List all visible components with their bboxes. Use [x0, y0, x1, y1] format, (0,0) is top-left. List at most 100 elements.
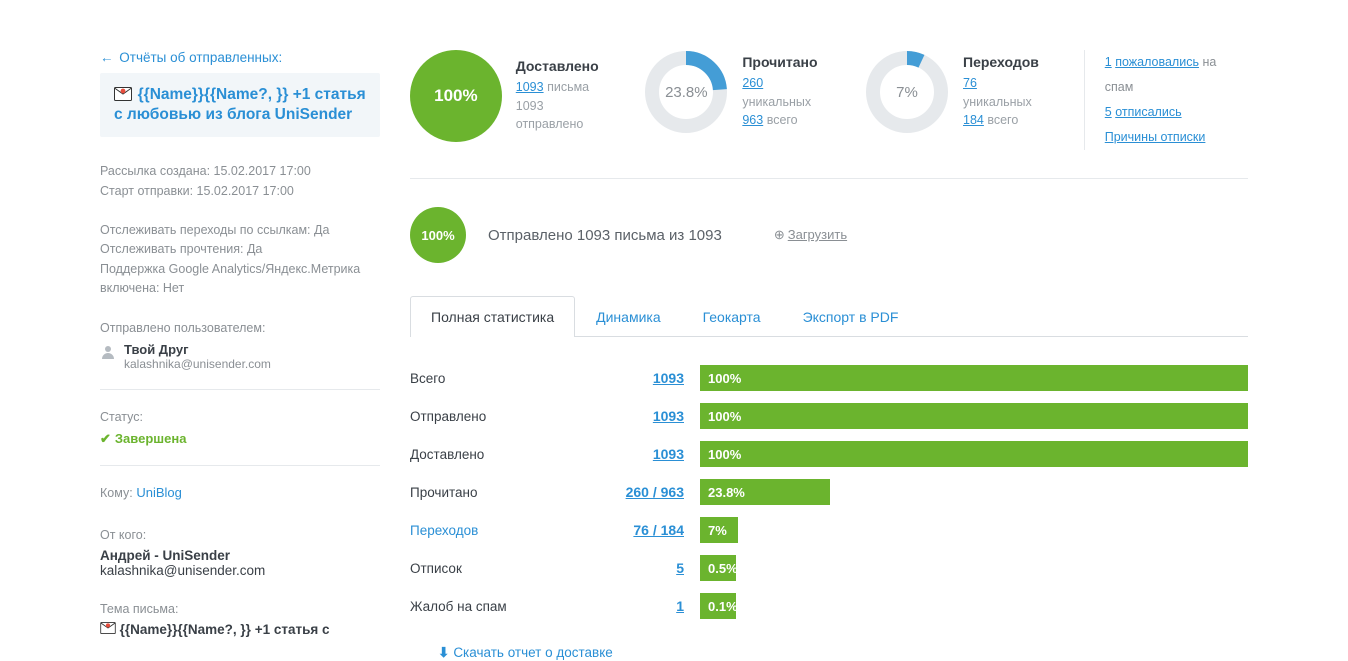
meta-started: Старт отправки: 15.02.2017 17:00: [100, 182, 380, 201]
clicks-total[interactable]: 184: [963, 113, 984, 127]
meta-created: Рассылка создана: 15.02.2017 17:00: [100, 162, 380, 181]
bar-fill: 100%: [700, 403, 1248, 429]
delivered-circle: 100%: [410, 50, 502, 142]
stat-label: Отправлено: [410, 409, 560, 424]
main: 100% Доставлено 1093 письма 1093 отправл…: [380, 50, 1348, 661]
metric-title: Доставлено: [516, 58, 615, 74]
campaign-title-box: {{Name}}{{Name?, }} +1 статья с любовью …: [100, 73, 380, 137]
stat-row: Доставлено1093100%: [410, 435, 1248, 473]
back-link-text: Отчёты об отправленных:: [119, 50, 282, 65]
stat-value[interactable]: 1093: [560, 408, 700, 424]
read-total[interactable]: 963: [742, 113, 763, 127]
sent-by-label: Отправлено пользователем:: [100, 319, 380, 338]
side-links: 1 пожаловались на спам 5 отписались Прич…: [1084, 50, 1248, 150]
subject-block: Тема письма: {{Name}}{{Name?, }} +1 стат…: [100, 600, 380, 637]
stat-row: Отправлено1093100%: [410, 397, 1248, 435]
download-icon: ⊕: [774, 227, 785, 242]
from-email: kalashnika@unisender.com: [100, 563, 380, 578]
from-label: От кого:: [100, 526, 380, 545]
stat-label: Всего: [410, 371, 560, 386]
stat-label: Жалоб на спам: [410, 599, 560, 614]
campaign-title: {{Name}}{{Name?, }} +1 статья с любовью …: [114, 86, 366, 123]
metric-title: Прочитано: [742, 54, 835, 70]
delivered-count[interactable]: 1093: [516, 80, 544, 94]
meta-ga: Поддержка Google Analytics/Яндекс.Метрик…: [100, 260, 380, 299]
tabs: Полная статистикаДинамикаГеокартаЭкспорт…: [410, 295, 1248, 337]
stat-value[interactable]: 1093: [560, 446, 700, 462]
sent-summary: 100% Отправлено 1093 письма из 1093 ⊕Заг…: [410, 179, 1248, 273]
bar-track: 23.8%: [700, 479, 1248, 505]
metric-delivered: 100% Доставлено 1093 письма 1093 отправл…: [410, 50, 614, 142]
unsub-count[interactable]: 5: [1105, 105, 1112, 119]
meta-tracking: Отслеживать переходы по ссылкам: Да Отсл…: [100, 221, 380, 299]
bar-fill: 23.8%: [700, 479, 830, 505]
envelope-heart-icon: [114, 87, 132, 104]
unsub-reasons-link[interactable]: Причины отписки: [1105, 130, 1206, 144]
spam-count[interactable]: 1: [1105, 55, 1112, 69]
spam-link[interactable]: пожаловались: [1115, 55, 1199, 69]
bar-fill: 100%: [700, 441, 1248, 467]
stat-value[interactable]: 260 / 963: [560, 484, 700, 500]
to-label: Кому:: [100, 486, 133, 500]
read-pct: 23.8%: [644, 50, 728, 134]
stat-row: Отписок50.5%: [410, 549, 1248, 587]
stat-label: Доставлено: [410, 447, 560, 462]
stat-row: Жалоб на спам10.1%: [410, 587, 1248, 625]
bar-fill: 0.1%: [700, 593, 736, 619]
stat-value[interactable]: 1093: [560, 370, 700, 386]
from-block: От кого: Андрей - UniSender kalashnika@u…: [100, 526, 380, 578]
stat-label[interactable]: Переходов: [410, 523, 560, 538]
meta-track-reads: Отслеживать прочтения: Да: [100, 240, 380, 259]
bar-fill: 7%: [700, 517, 738, 543]
meta-track-links: Отслеживать переходы по ссылкам: Да: [100, 221, 380, 240]
metrics-row: 100% Доставлено 1093 письма 1093 отправл…: [410, 50, 1248, 179]
subject-value: {{Name}}{{Name?, }} +1 статья с: [120, 622, 330, 637]
stat-value[interactable]: 76 / 184: [560, 522, 700, 538]
to-row: Кому: UniBlog: [100, 484, 380, 503]
read-donut: 23.8%: [644, 50, 728, 134]
clicks-pct: 7%: [865, 50, 949, 134]
tab-3[interactable]: Экспорт в PDF: [782, 296, 920, 337]
tab-1[interactable]: Динамика: [575, 296, 681, 337]
user-icon: [100, 344, 116, 364]
sent-pct-circle: 100%: [410, 207, 466, 263]
meta-dates: Рассылка создана: 15.02.2017 17:00 Старт…: [100, 162, 380, 201]
tab-0[interactable]: Полная статистика: [410, 296, 575, 337]
from-name: Андрей - UniSender: [100, 548, 380, 563]
arrow-left-icon: ←: [100, 50, 114, 65]
subject-row: {{Name}}{{Name?, }} +1 статья с: [100, 622, 380, 637]
bar-track: 100%: [700, 365, 1248, 391]
sidebar: ← Отчёты об отправленных: {{Name}}{{Name…: [100, 50, 380, 661]
sender-name: Твой Друг: [124, 342, 271, 357]
bar-track: 0.5%: [700, 555, 1248, 581]
clicks-donut: 7%: [865, 50, 949, 134]
stats-table: Всего1093100%Отправлено1093100%Доставлен…: [410, 337, 1248, 625]
sender-email: kalashnika@unisender.com: [124, 357, 271, 371]
status-value: ✔Завершена: [100, 431, 380, 447]
bar-track: 100%: [700, 441, 1248, 467]
read-unique[interactable]: 260: [742, 76, 763, 90]
status-label: Статус:: [100, 408, 380, 427]
bar-track: 100%: [700, 403, 1248, 429]
stat-row: Переходов76 / 1847%: [410, 511, 1248, 549]
download-report-link[interactable]: ⬇Скачать отчет о доставке: [410, 625, 613, 661]
check-icon: ✔: [100, 431, 111, 446]
unsub-link[interactable]: отписались: [1115, 105, 1181, 119]
to-value[interactable]: UniBlog: [136, 485, 182, 500]
stat-label: Отписок: [410, 561, 560, 576]
download-link[interactable]: ⊕Загрузить: [774, 227, 847, 243]
stat-value[interactable]: 5: [560, 560, 700, 576]
tab-2[interactable]: Геокарта: [682, 296, 782, 337]
download-icon: ⬇: [438, 645, 449, 660]
subject-label: Тема письма:: [100, 600, 380, 619]
stat-value[interactable]: 1: [560, 598, 700, 614]
back-link[interactable]: ← Отчёты об отправленных:: [100, 50, 282, 65]
bar-fill: 0.5%: [700, 555, 736, 581]
stat-row: Прочитано260 / 96323.8%: [410, 473, 1248, 511]
metric-read: 23.8% Прочитано 260 уникальных 963 всего: [644, 50, 835, 134]
sent-text: Отправлено 1093 письма из 1093: [488, 227, 722, 244]
bar-fill: 100%: [700, 365, 1248, 391]
envelope-heart-icon: [100, 622, 120, 637]
bar-track: 7%: [700, 517, 1248, 543]
clicks-unique[interactable]: 76: [963, 76, 977, 90]
